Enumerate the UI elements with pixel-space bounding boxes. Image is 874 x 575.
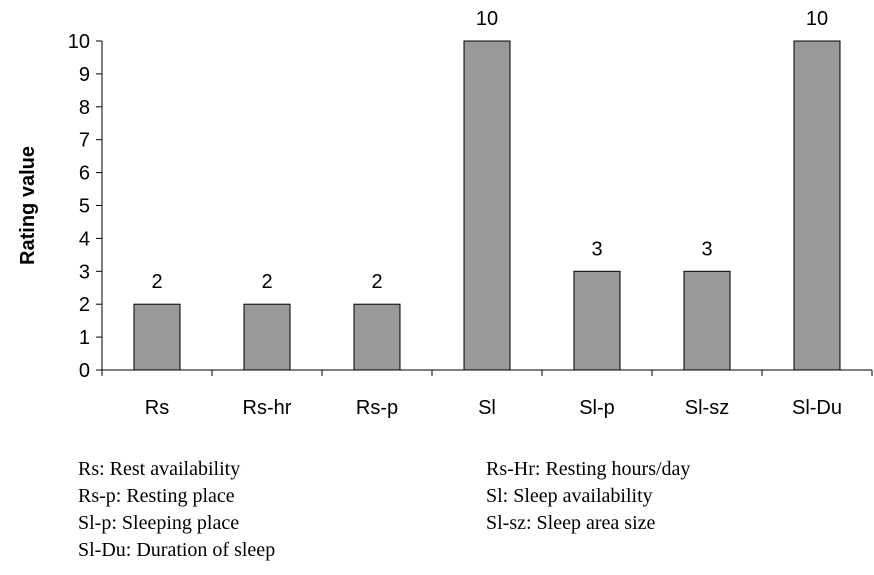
x-tick-label: Sl: [478, 397, 496, 419]
y-tick-label: 0: [79, 360, 90, 382]
y-tick-label: 2: [79, 294, 90, 316]
y-tick-label: 3: [79, 261, 90, 283]
bar-sl-p: [573, 270, 621, 371]
data-label: 10: [806, 8, 828, 30]
data-label: 2: [261, 271, 272, 293]
x-tick-label: Rs-hr: [243, 397, 292, 419]
legend-item: Sl-Du: Duration of sleep: [78, 539, 276, 561]
bar-sl-sz: [683, 270, 731, 371]
data-label: 2: [371, 271, 382, 293]
x-tick-label: Rs: [145, 397, 169, 419]
data-label: 2: [151, 271, 162, 293]
y-tick-label: 9: [79, 64, 90, 86]
bar-rs-p: [353, 303, 401, 371]
y-tick-label: 5: [79, 196, 90, 218]
bar-sl-du: [793, 40, 841, 371]
legend-item: Rs-p: Resting place: [78, 485, 235, 507]
legend-item: Sl-p: Sleeping place: [78, 512, 240, 534]
x-tick-label: Rs-p: [356, 397, 398, 419]
y-tick-label: 7: [79, 130, 90, 152]
y-tick-label: 10: [68, 31, 90, 53]
legend-item: Sl-sz: Sleep area size: [486, 512, 656, 534]
legend-item: Rs: Rest availability: [78, 458, 241, 480]
x-tick-label: Sl-sz: [685, 397, 729, 419]
y-tick-label: 1: [79, 327, 90, 349]
bar-rs-hr: [243, 303, 291, 371]
y-tick-label: 4: [79, 228, 90, 250]
x-tick-label: Sl-Du: [792, 397, 842, 419]
legend-column-right: Rs-Hr: Resting hours/day Sl: Sleep avail…: [486, 456, 690, 537]
legend-column-left: Rs: Rest availability Rs-p: Resting plac…: [78, 456, 275, 564]
legend-item: Sl: Sleep availability: [486, 485, 653, 507]
data-label: 3: [701, 238, 712, 260]
bar-rs: [133, 303, 181, 371]
data-label: 10: [476, 8, 498, 30]
data-label: 3: [591, 238, 602, 260]
legend-item: Rs-Hr: Resting hours/day: [486, 458, 691, 480]
y-tick-label: 6: [79, 163, 90, 185]
bar-sl: [463, 40, 511, 371]
bar-chart: 0 1 2 3 4 5 6 7 8 9 10 2 2 2 10 3 3 10 Rs Rs-hr Rs-p Sl Sl-p…: [17, 8, 873, 419]
y-tick-label: 8: [79, 97, 90, 119]
x-tick-label: Sl-p: [579, 397, 615, 419]
y-axis-label: Rating value: [17, 146, 39, 265]
